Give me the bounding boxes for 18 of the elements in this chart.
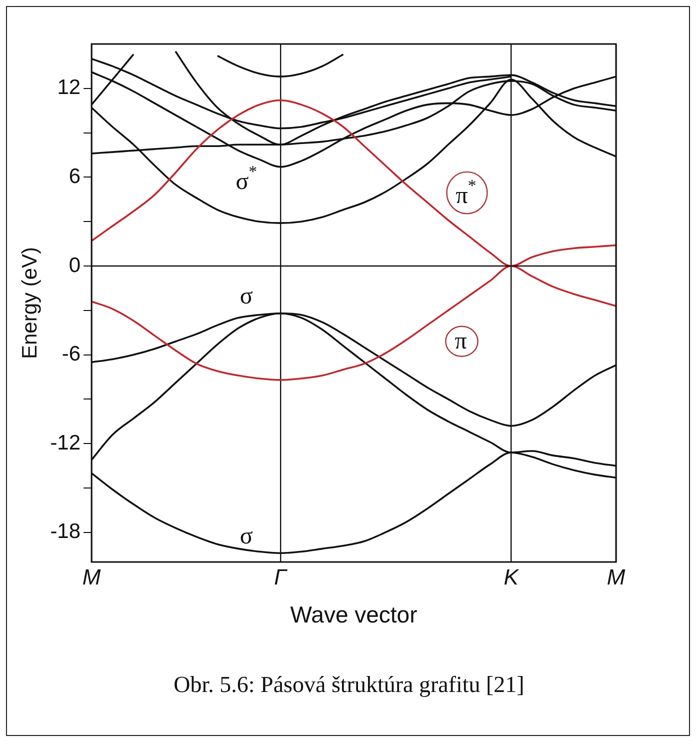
x-tick-label: Γ: [274, 564, 288, 590]
y-axis-title: Energy (eV): [18, 246, 42, 360]
annotation: π*: [456, 176, 476, 210]
x-tick-label: M: [82, 564, 102, 590]
annotation: π: [454, 328, 467, 355]
x-axis-title: Wave vector: [290, 602, 418, 628]
y-tick-label: -18: [50, 520, 81, 544]
y-tick-label: -6: [62, 342, 81, 366]
text: Obr. 5.6: Pásová štruktúra grafitu [21]: [172, 672, 526, 698]
x-tick-label: K: [504, 564, 520, 590]
y-tick-label: 12: [57, 76, 81, 100]
y-tick-label: -12: [50, 431, 81, 454]
annotation: σ*: [236, 162, 258, 196]
annotation: σ: [240, 523, 253, 550]
y-tick-label: 0: [68, 254, 81, 277]
y-tick-label: 6: [68, 164, 81, 188]
x-tick-label: M: [606, 564, 626, 590]
annotation: σ: [240, 284, 253, 310]
